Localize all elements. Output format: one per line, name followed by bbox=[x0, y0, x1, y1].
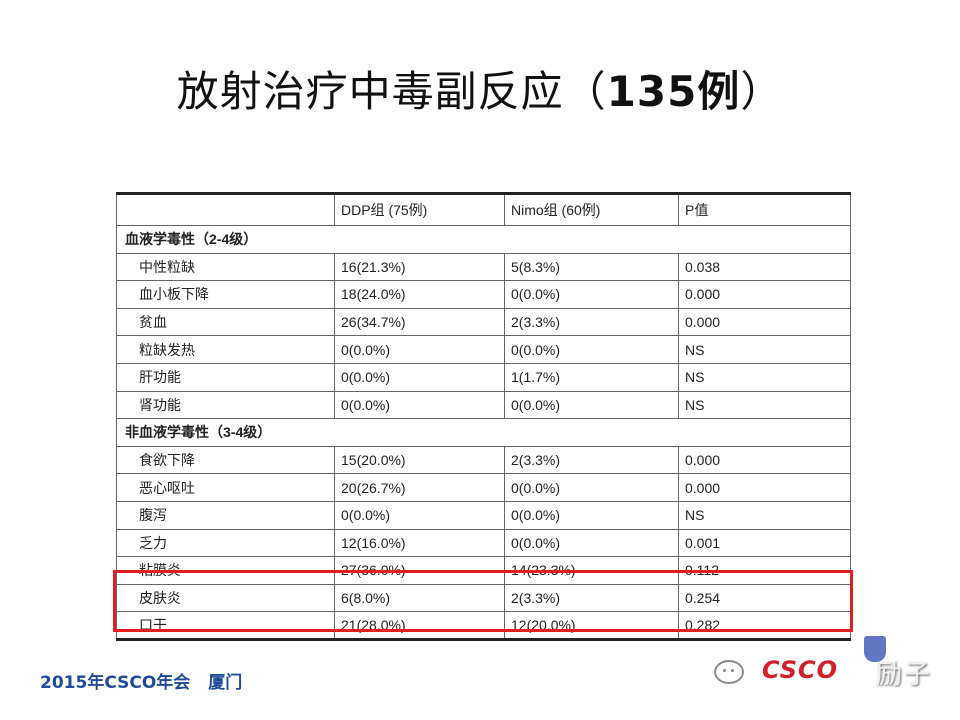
toxicity-name-cell: 粘膜炎 bbox=[116, 556, 335, 585]
value-cell: 0.000 bbox=[678, 280, 851, 309]
value-cell: 0(0.0%) bbox=[334, 500, 505, 530]
header-cell: DDP组 (75例) bbox=[334, 192, 505, 226]
value-cell: 0.000 bbox=[678, 445, 851, 475]
watermark-logo: CSCO bbox=[762, 656, 838, 684]
toxicity-name-cell: 口干 bbox=[116, 611, 335, 641]
table-row: 皮肤炎 6(8.0%) 2(3.3%) 0.254 bbox=[116, 583, 851, 613]
footer-event: 2015年CSCO年会 bbox=[40, 673, 191, 693]
section-row: 非血液学毒性（3-4级） bbox=[116, 418, 851, 447]
slide-title-count: 135例 bbox=[606, 67, 741, 116]
value-cell: 0(0.0%) bbox=[504, 528, 679, 558]
value-cell: 26(34.7%) bbox=[334, 307, 505, 337]
table-row: 粒缺发热 0(0.0%) 0(0.0%) NS bbox=[116, 335, 851, 364]
value-cell: 0.112 bbox=[678, 556, 851, 585]
value-cell: NS bbox=[678, 390, 851, 420]
toxicity-name-cell: 恶心呕吐 bbox=[116, 473, 335, 502]
value-cell: 20(26.7%) bbox=[334, 473, 505, 502]
value-cell: 0(0.0%) bbox=[334, 362, 505, 392]
table-row: 腹泻 0(0.0%) 0(0.0%) NS bbox=[116, 500, 851, 530]
toxicity-name-cell: 皮肤炎 bbox=[116, 583, 335, 613]
value-cell: 0.001 bbox=[678, 528, 851, 558]
value-cell: 1(1.7%) bbox=[504, 362, 679, 392]
table-row: 乏力 12(16.0%) 0(0.0%) 0.001 bbox=[116, 528, 851, 558]
value-cell: 0(0.0%) bbox=[504, 280, 679, 309]
value-cell: NS bbox=[678, 335, 851, 364]
header-cell: Nimo组 (60例) bbox=[504, 192, 679, 226]
wechat-chat-icon bbox=[714, 660, 744, 684]
value-cell: 0(0.0%) bbox=[504, 473, 679, 502]
footer: 2015年CSCO年会 厦门 bbox=[40, 668, 242, 693]
value-cell: 2(3.3%) bbox=[504, 445, 679, 475]
toxicity-name-cell: 贫血 bbox=[116, 307, 335, 337]
section-label: 血液学毒性（2-4级） bbox=[116, 225, 851, 254]
watermark-logo-text: CSCO bbox=[762, 656, 839, 684]
value-cell: 0.282 bbox=[678, 611, 851, 641]
header-cell: P值 bbox=[678, 192, 851, 226]
watermark: CSCO 励子 bbox=[708, 636, 944, 694]
value-cell: 15(20.0%) bbox=[334, 445, 505, 475]
toxicity-name-cell: 肝功能 bbox=[116, 362, 335, 392]
toxicity-table: DDP组 (75例) Nimo组 (60例) P值 血液学毒性（2-4级） 中性粒… bbox=[116, 192, 851, 641]
slide-title: 放射治疗中毒副反应（135例） bbox=[0, 58, 960, 119]
table-row: 肾功能 0(0.0%) 0(0.0%) NS bbox=[116, 390, 851, 420]
toxicity-name-cell: 中性粒缺 bbox=[116, 252, 335, 282]
watermark-text: 励子 bbox=[876, 660, 933, 690]
toxicity-name-cell: 血小板下降 bbox=[116, 280, 335, 309]
toxicity-table-body: DDP组 (75例) Nimo组 (60例) P值 血液学毒性（2-4级） 中性粒… bbox=[116, 192, 851, 641]
table-row: 贫血 26(34.7%) 2(3.3%) 0.000 bbox=[116, 307, 851, 337]
section-label: 非血液学毒性（3-4级） bbox=[116, 418, 851, 447]
section-row: 血液学毒性（2-4级） bbox=[116, 225, 851, 254]
value-cell: 0(0.0%) bbox=[334, 390, 505, 420]
table-row: 肝功能 0(0.0%) 1(1.7%) NS bbox=[116, 362, 851, 392]
value-cell: 2(3.3%) bbox=[504, 307, 679, 337]
toxicity-name-cell: 肾功能 bbox=[116, 390, 335, 420]
value-cell: 0(0.0%) bbox=[334, 335, 505, 364]
table-row: 恶心呕吐 20(26.7%) 0(0.0%) 0.000 bbox=[116, 473, 851, 502]
value-cell: 18(24.0%) bbox=[334, 280, 505, 309]
table-header-row: DDP组 (75例) Nimo组 (60例) P值 bbox=[116, 192, 851, 226]
value-cell: 6(8.0%) bbox=[334, 583, 505, 613]
value-cell: NS bbox=[678, 500, 851, 530]
toxicity-name-cell: 食欲下降 bbox=[116, 445, 335, 475]
toxicity-name-cell: 腹泻 bbox=[116, 500, 335, 530]
value-cell: 16(21.3%) bbox=[334, 252, 505, 282]
value-cell: 0.000 bbox=[678, 307, 851, 337]
value-cell: 0(0.0%) bbox=[504, 335, 679, 364]
value-cell: 12(20.0%) bbox=[504, 611, 679, 641]
footer-city: 厦门 bbox=[208, 673, 243, 693]
toxicity-name-cell: 乏力 bbox=[116, 528, 335, 558]
value-cell: 27(36.0%) bbox=[334, 556, 505, 585]
value-cell: 5(8.3%) bbox=[504, 252, 679, 282]
table-row: 食欲下降 15(20.0%) 2(3.3%) 0.000 bbox=[116, 445, 851, 475]
table-row: 血小板下降 18(24.0%) 0(0.0%) 0.000 bbox=[116, 280, 851, 309]
value-cell: 0(0.0%) bbox=[504, 500, 679, 530]
toxicity-name-cell: 粒缺发热 bbox=[116, 335, 335, 364]
header-cell bbox=[116, 192, 335, 226]
slide-title-close: ） bbox=[740, 67, 784, 116]
value-cell: 0.038 bbox=[678, 252, 851, 282]
value-cell: 0.254 bbox=[678, 583, 851, 613]
value-cell: 0.000 bbox=[678, 473, 851, 502]
value-cell: 21(28.0%) bbox=[334, 611, 505, 641]
slide-title-text: 放射治疗中毒副反应（ bbox=[176, 67, 607, 116]
value-cell: 2(3.3%) bbox=[504, 583, 679, 613]
table-row: 粘膜炎 27(36.0%) 14(23.3%) 0.112 bbox=[116, 556, 851, 585]
shield-icon bbox=[864, 636, 886, 662]
table-row: 中性粒缺 16(21.3%) 5(8.3%) 0.038 bbox=[116, 252, 851, 282]
value-cell: 14(23.3%) bbox=[504, 556, 679, 585]
value-cell: 12(16.0%) bbox=[334, 528, 505, 558]
value-cell: 0(0.0%) bbox=[504, 390, 679, 420]
value-cell: NS bbox=[678, 362, 851, 392]
